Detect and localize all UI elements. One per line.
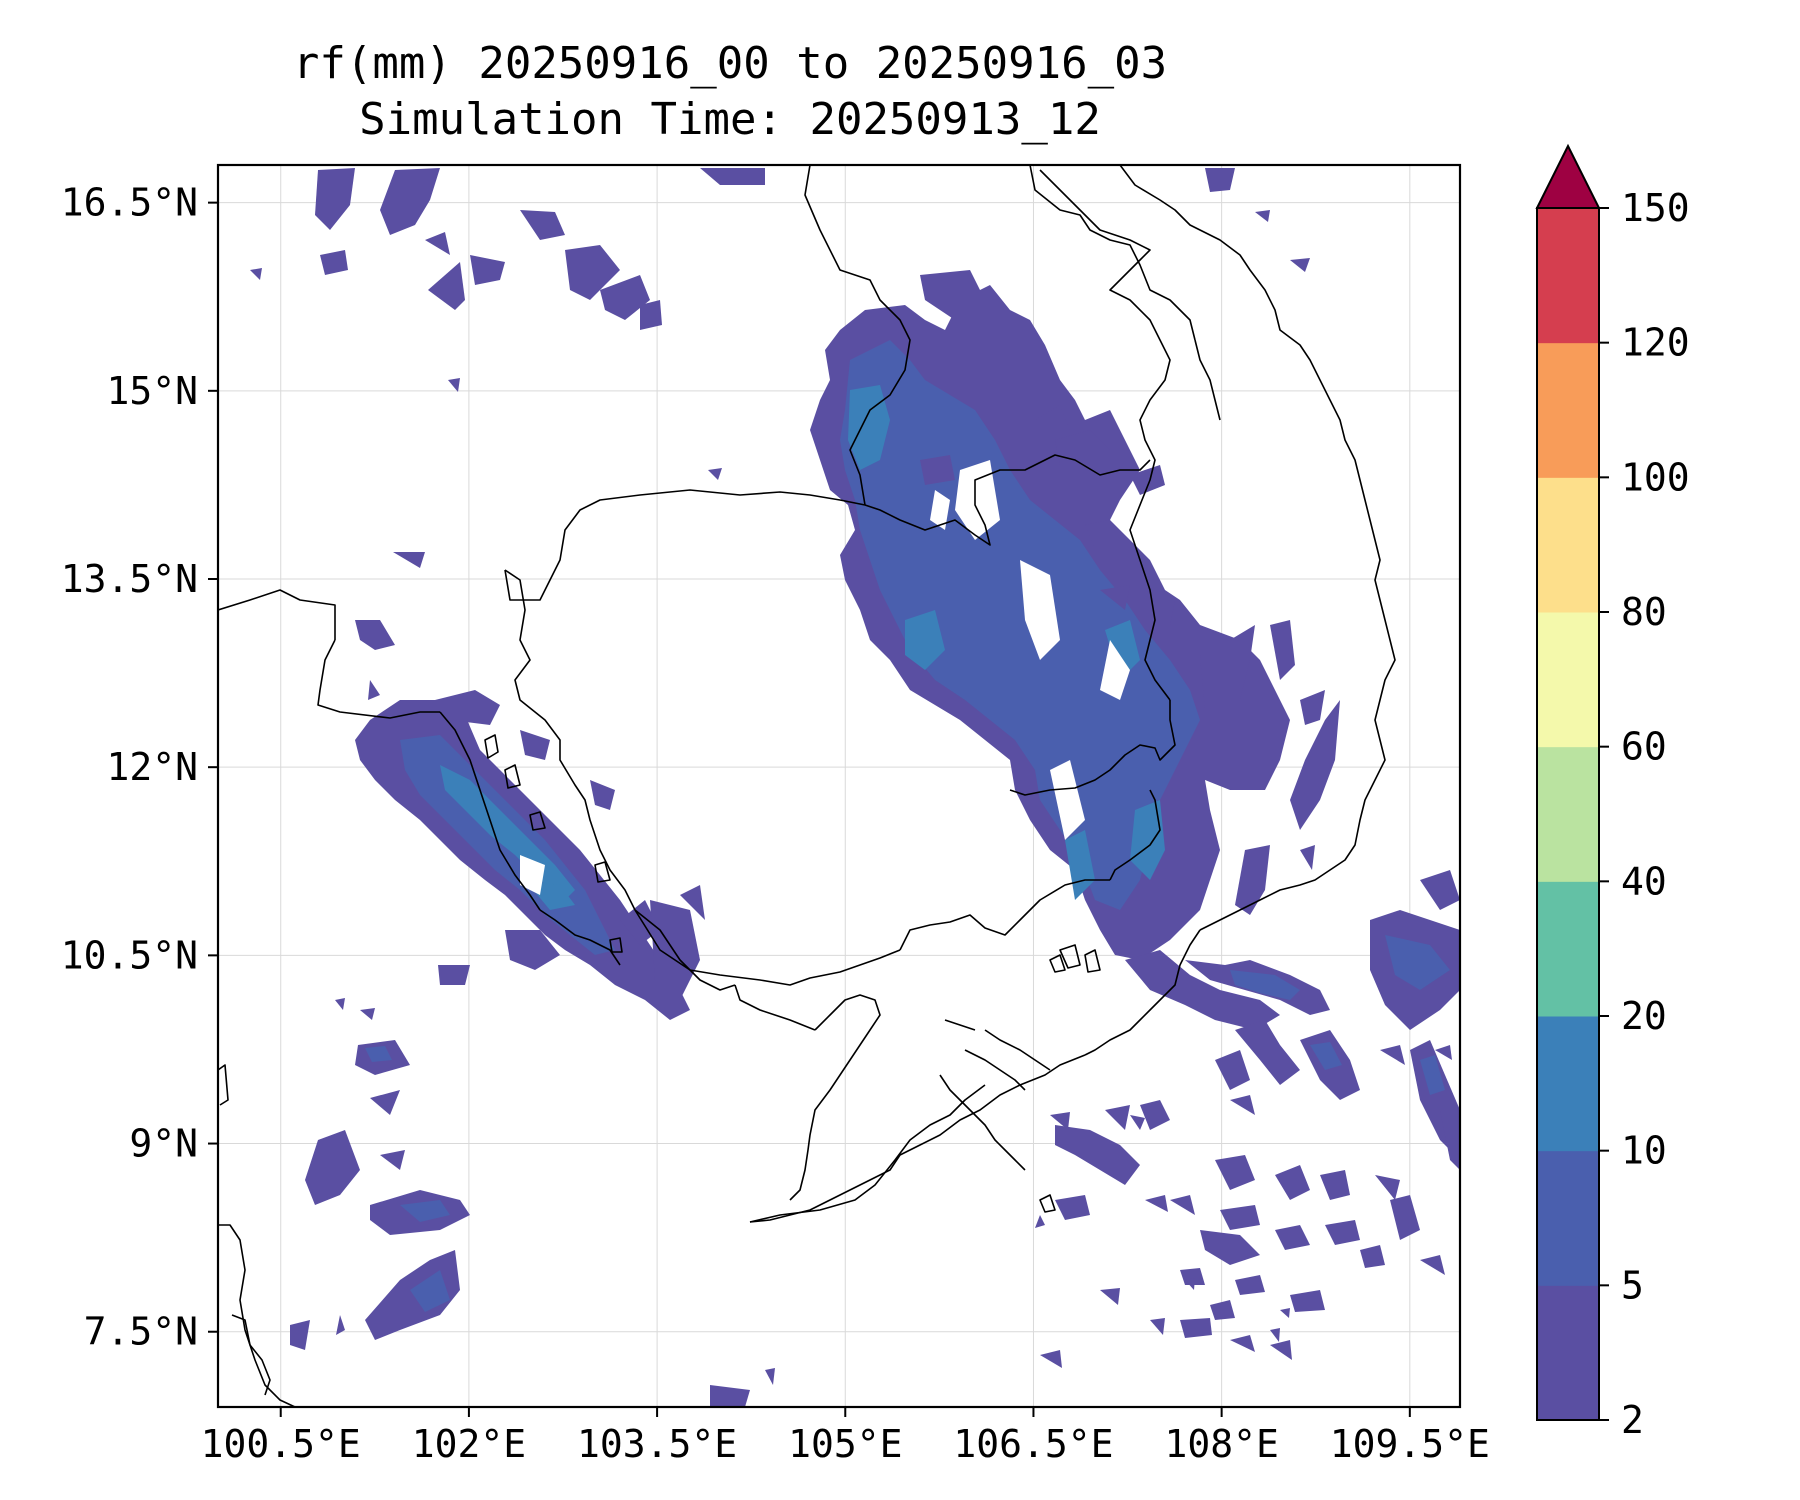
map-frame xyxy=(216,163,1462,1409)
lat-tick-label: 12°N xyxy=(106,745,198,789)
map-gridlines xyxy=(218,165,1460,1407)
lat-tick-label: 7.5°N xyxy=(84,1310,198,1354)
figure-subtitle: Simulation Time: 20250913_12 xyxy=(359,94,1101,145)
colorbar-tick-label: 150 xyxy=(1621,186,1690,230)
colorbar-tick-label: 60 xyxy=(1621,725,1667,769)
colorbar-tick-label: 10 xyxy=(1621,1129,1667,1173)
rain-cells-northeast xyxy=(920,270,1175,625)
colorbar-frame xyxy=(1536,207,1600,1421)
colorbar-tick-label: 100 xyxy=(1621,455,1690,499)
rain-cells-north xyxy=(250,168,1310,568)
lon-tick-label: 100.5°E xyxy=(201,1422,361,1466)
colorbar-segment xyxy=(1537,342,1599,478)
colorbar-tick-label: 80 xyxy=(1621,590,1667,634)
rain-band-southwest xyxy=(355,620,705,1020)
rain-cells-east xyxy=(1200,620,1340,915)
lon-tick-label: 102°E xyxy=(412,1422,526,1466)
colorbar-segment xyxy=(1537,477,1599,613)
lon-tick-label: 103.5°E xyxy=(577,1422,737,1466)
rain-cells-south-sea xyxy=(290,998,775,1407)
colorbar-tick-label: 2 xyxy=(1621,1398,1644,1442)
lon-tick-label: 108°E xyxy=(1164,1422,1278,1466)
lat-tick-label: 13.5°N xyxy=(61,557,198,601)
coastlines-borders xyxy=(218,165,1396,1407)
colorbar-segment xyxy=(1537,1150,1599,1286)
lat-tick-label: 10.5°N xyxy=(61,933,198,977)
lat-tick-label: 15°N xyxy=(106,369,198,413)
colorbar-tick-label: 20 xyxy=(1621,994,1667,1038)
colorbar-segment xyxy=(1537,881,1599,1017)
colorbar-tick-label: 120 xyxy=(1621,321,1690,365)
lon-tick-label: 106.5°E xyxy=(953,1422,1113,1466)
colorbar-tick-label: 5 xyxy=(1621,1263,1644,1307)
map-axes: 100.5°E 102°E 103.5°E 105°E 106.5°E 108°E 109.… xyxy=(61,181,1490,1466)
figure-title: rf(mm) 20250916_00 to 20250916_03 xyxy=(292,38,1168,89)
lat-tick-label: 16.5°N xyxy=(61,181,198,225)
lon-tick-label: 109.5°E xyxy=(1330,1422,1490,1466)
lat-tick-label: 9°N xyxy=(129,1122,198,1166)
colorbar-extend-arrow xyxy=(1535,143,1601,209)
colorbar-segment xyxy=(1537,208,1599,344)
colorbar-segment xyxy=(1537,612,1599,748)
rainfall-field xyxy=(250,168,1460,1407)
colorbar-segment xyxy=(1537,1285,1599,1421)
rain-band-central xyxy=(810,285,1290,960)
colorbar-segment xyxy=(1537,1016,1599,1152)
colorbar: 2 5 10 20 40 60 80 100 120 150 xyxy=(1535,143,1690,1442)
lon-tick-label: 105°E xyxy=(788,1422,902,1466)
colorbar-tick-label: 40 xyxy=(1621,859,1667,903)
rain-cells-southeast xyxy=(1035,870,1460,1368)
colorbar-segment xyxy=(1537,746,1599,882)
